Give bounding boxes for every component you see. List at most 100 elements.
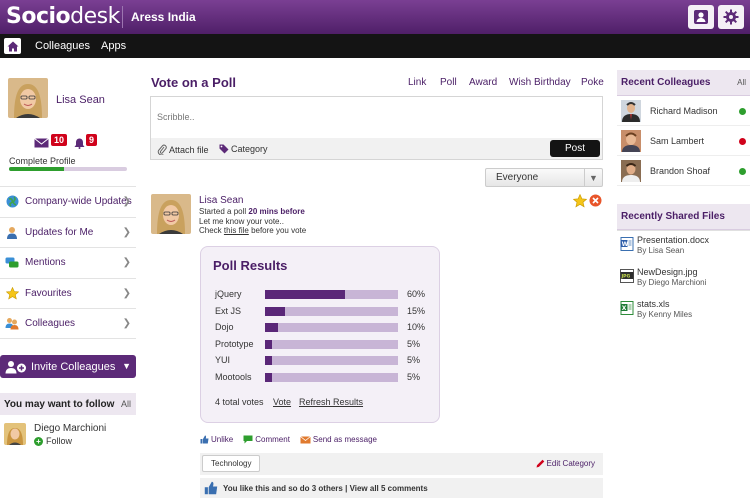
post-author-avatar[interactable]: [151, 194, 191, 234]
people-icon: [5, 316, 19, 330]
file-name: Presentation.docx: [637, 235, 710, 245]
poll-option-percent: 15%: [407, 305, 426, 316]
favourite-star-icon[interactable]: [573, 194, 587, 208]
comment-button[interactable]: Comment: [243, 435, 290, 444]
file-owner: By Diego Marchioni: [637, 278, 707, 287]
audience-value: Everyone: [496, 172, 539, 183]
colleague-name: Brandon Shoaf: [650, 166, 711, 176]
poll-option-label: Ext JS: [215, 305, 242, 316]
follow-button[interactable]: + Follow: [34, 436, 72, 446]
add-user-icon: [5, 360, 26, 373]
shared-file-row[interactable]: W Presentation.docx By Lisa Sean: [617, 234, 750, 264]
word-doc-icon: W: [620, 237, 634, 251]
attach-file-button[interactable]: Attach file: [157, 144, 209, 155]
right-sidebar: Recent Colleagues All Richard Madison Sa…: [617, 58, 750, 500]
comment-icon: [243, 435, 253, 444]
comment-label: Comment: [255, 435, 290, 444]
chevron-down-icon: ▼: [122, 361, 131, 371]
sidebar-item-label: Updates for Me: [25, 226, 94, 238]
poll-total-votes: 4 total votes: [215, 397, 264, 407]
sidebar-item-updates-for-me[interactable]: Updates for Me ❯: [0, 216, 136, 248]
category-button[interactable]: Category: [219, 144, 268, 154]
audience-select[interactable]: Everyone ▼: [485, 168, 603, 187]
likes-summary[interactable]: You like this and so do 3 others: [223, 483, 343, 493]
colleague-avatar: [621, 160, 641, 182]
post-timestamp: 20 mins before: [248, 207, 305, 216]
poll-option-bar: [265, 290, 398, 299]
image-file-icon: JPG: [620, 269, 634, 283]
invite-colleagues-button[interactable]: Invite Colleagues ▼: [0, 355, 136, 378]
notifications-count-badge[interactable]: 9: [86, 134, 98, 146]
follow-suggestions-header: You may want to follow All: [0, 393, 136, 415]
post-file-link[interactable]: this file: [223, 226, 249, 235]
recent-colleagues-all-link[interactable]: All: [737, 78, 746, 87]
poll-results-card: Poll Results jQuery 60% Ext JS 15% Dojo 10% Pr…: [200, 246, 440, 423]
suggestion-name[interactable]: Diego Marchioni: [34, 423, 107, 434]
gear-icon: [723, 9, 739, 25]
bell-icon[interactable]: [74, 138, 85, 149]
suggestion-avatar[interactable]: [4, 423, 26, 445]
user-card-icon: [694, 10, 708, 24]
envelope-icon: [300, 435, 311, 443]
app-logo[interactable]: Sociodesk: [6, 4, 120, 29]
follow-see-all-link[interactable]: All: [120, 399, 131, 409]
category-tag[interactable]: Technology: [202, 455, 261, 472]
poll-option-bar-fill: [265, 372, 272, 382]
chevron-right-icon: ❯: [122, 287, 131, 299]
nav-apps[interactable]: Apps: [101, 40, 127, 52]
tab-poke[interactable]: Poke: [581, 77, 604, 88]
refresh-results-link[interactable]: Refresh Results: [299, 397, 364, 407]
colleague-row[interactable]: Sam Lambert: [617, 126, 750, 156]
poll-option-label: jQuery: [215, 289, 242, 299]
vote-link[interactable]: Vote: [273, 397, 292, 407]
poll-title: Poll Results: [213, 258, 288, 273]
plus-icon: +: [34, 436, 43, 446]
home-icon: [7, 41, 18, 51]
category-label: Category: [231, 144, 268, 154]
poll-option-bar-fill: [265, 339, 272, 349]
colleague-row[interactable]: Brandon Shoaf: [617, 156, 750, 186]
sidebar-item-company-updates[interactable]: Company-wide Updates ❯: [0, 186, 136, 217]
poll-option-bar-fill: [265, 306, 285, 316]
top-bar: Sociodesk Aress India: [0, 0, 750, 34]
composer-title: Vote on a Poll: [151, 75, 236, 90]
sidebar-item-label: Favourites: [25, 287, 72, 299]
shared-file-row[interactable]: JPG NewDesign.jpg By Diego Marchioni: [617, 266, 750, 296]
tab-wish-birthday[interactable]: Wish Birthday: [509, 77, 571, 88]
messages-count-badge[interactable]: 10: [51, 134, 68, 146]
sidebar-item-colleagues[interactable]: Colleagues ❯: [0, 308, 136, 339]
close-icon[interactable]: [589, 194, 602, 207]
sidebar-item-label: Company-wide Updates: [25, 196, 132, 208]
post-button[interactable]: Post: [550, 140, 600, 157]
post-activity: Started a poll 20 mins before: [199, 207, 305, 216]
tab-award[interactable]: Award: [469, 77, 498, 88]
globe-icon: [5, 195, 19, 209]
busy-status-dot: [739, 138, 746, 145]
mail-icon[interactable]: [34, 138, 49, 148]
tab-poll[interactable]: Poll: [440, 77, 457, 88]
edit-category-link[interactable]: Edit Category: [536, 459, 595, 468]
view-all-comments-link[interactable]: View all 5 comments: [349, 483, 428, 493]
profile-button[interactable]: [688, 5, 714, 29]
settings-button[interactable]: [718, 5, 744, 29]
sidebar-item-mentions[interactable]: Mentions ❯: [0, 247, 136, 278]
shared-file-row[interactable]: X stats.xls By Kenny Miles: [617, 298, 750, 328]
post-text: before you vote: [251, 226, 307, 235]
tab-link[interactable]: Link: [408, 77, 427, 88]
sidebar-item-label: Mentions: [25, 257, 66, 269]
nav-colleagues[interactable]: Colleagues: [35, 40, 91, 52]
poll-option-percent: 5%: [407, 355, 421, 365]
unlike-button[interactable]: Unlike: [200, 435, 233, 444]
home-button[interactable]: [4, 38, 21, 54]
logo-divider: [122, 6, 123, 28]
colleague-row[interactable]: Richard Madison: [617, 96, 750, 126]
send-as-message-button[interactable]: Send as message: [300, 435, 377, 444]
shared-files-header: Recently Shared Files: [617, 204, 750, 230]
profile-name[interactable]: Lisa Sean: [56, 94, 105, 106]
post-activity-text: Started a poll: [199, 207, 247, 216]
profile-avatar[interactable]: [8, 78, 48, 118]
recent-colleagues-title: Recent Colleagues: [621, 77, 711, 88]
post-author-name[interactable]: Lisa Sean: [199, 195, 244, 206]
unlike-label: Unlike: [211, 435, 234, 444]
sidebar-item-favourites[interactable]: Favourites ❯: [0, 277, 136, 309]
